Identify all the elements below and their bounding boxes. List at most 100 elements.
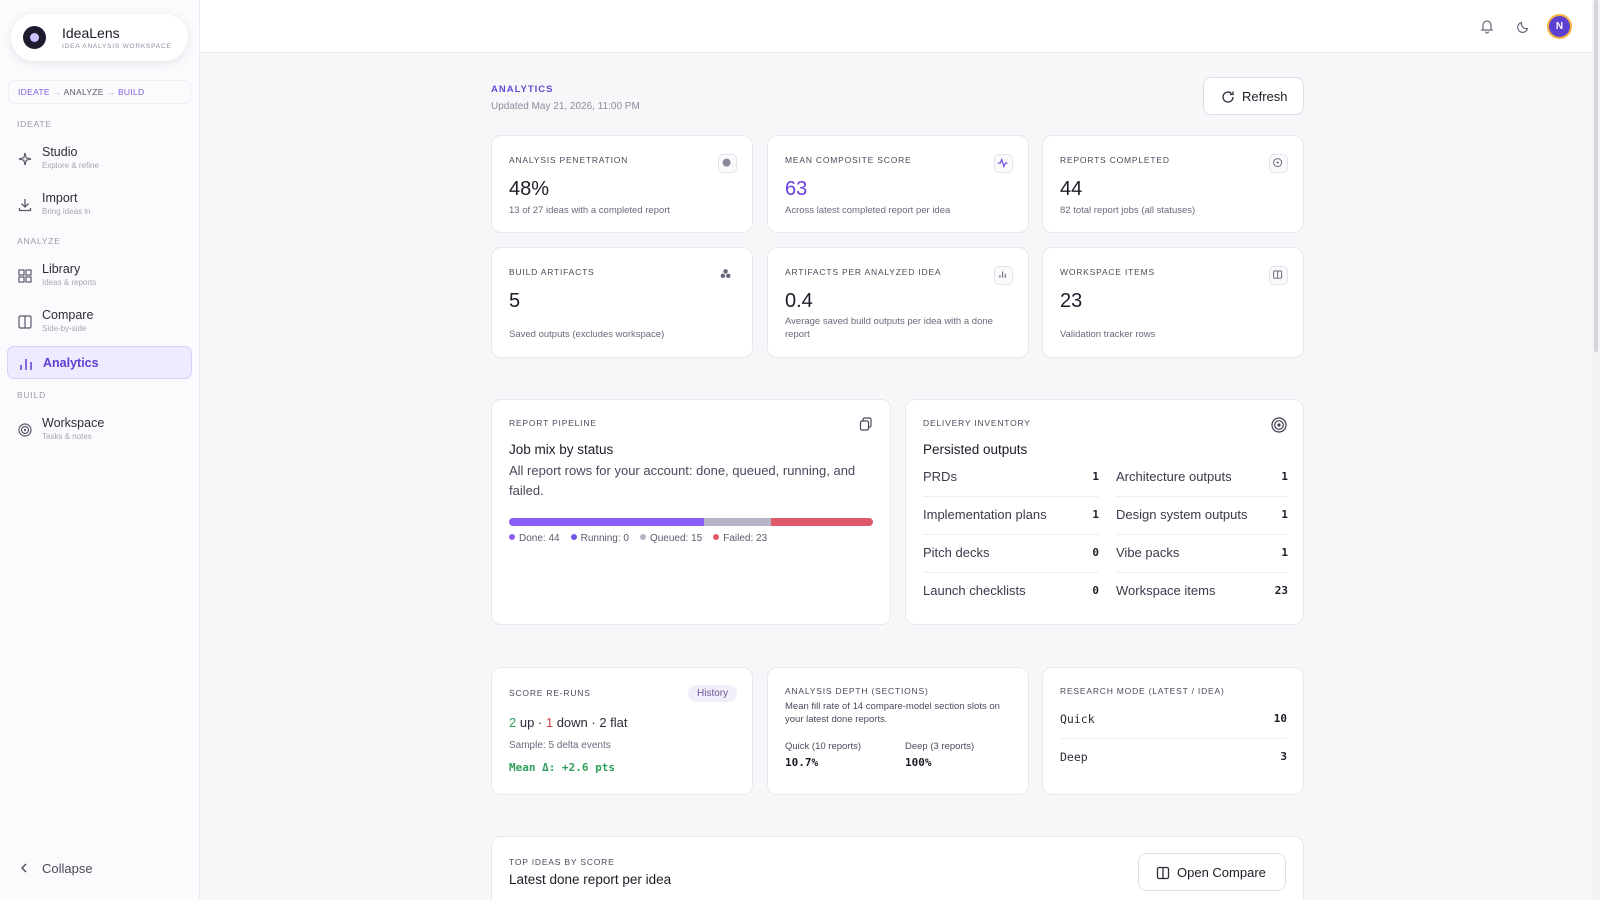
rerun-up-count: 2 [509,715,517,730]
rerun-down-count: 1 [545,715,554,730]
legend-item-done: Done: 44 [509,533,560,544]
rerun-flat: 2 flat [599,715,628,730]
card-label: RESEARCH MODE (LATEST / IDEA) [1060,686,1225,696]
open-compare-label: Open Compare [1177,865,1266,880]
sidebar-item-sub: Bring ideas in [42,207,91,216]
inventory-row: Vibe packs 1 [1116,536,1288,573]
page-label: ANALYTICS [491,84,554,95]
section-label-ideate: IDEATE [17,119,52,129]
workflow-breadcrumb: IDEATE → ANALYZE → BUILD [8,80,191,104]
sidebar-item-analytics[interactable]: Analytics [7,346,192,379]
inventory-name: Launch checklists [923,583,1026,598]
open-compare-button[interactable]: Open Compare [1138,853,1286,891]
metric-desc: Saved outputs (excludes workspace) [509,329,665,340]
inventory-name: Workspace items [1116,583,1216,598]
top-bar [200,0,1600,53]
research-mode-count: 3 [1280,750,1287,763]
rerun-sample: Sample: 5 delta events [509,740,611,751]
sidebar-item-library[interactable]: Library Ideas & reports [7,259,192,292]
inventory-row: Implementation plans 1 [923,498,1099,535]
brand[interactable]: IdeaLens IDEA ANALYSIS WORKSPACE [11,14,188,61]
inventory-count: 1 [1281,508,1288,521]
metric-title: REPORTS COMPLETED [1060,155,1170,165]
legend-dot [713,534,720,540]
inventory-count: 1 [1281,470,1288,483]
depth-deep-value: 100% [905,756,932,769]
grid-icon [18,269,32,283]
scrollbar-track[interactable] [1592,0,1600,900]
refresh-label: Refresh [1242,89,1288,104]
card-label: REPORT PIPELINE [509,418,597,428]
metric-value: 63 [785,178,808,200]
depth-quick-label: Quick (10 reports) [785,741,862,752]
legend-label: Running: 0 [580,533,629,544]
research-mode-card: RESEARCH MODE (LATEST / IDEA) Quick 10 D… [1042,667,1304,795]
metric-title: MEAN COMPOSITE SCORE [785,155,912,165]
depth-quick: Quick (10 reports) 10.7% [785,741,861,769]
depth-quick-value: 10.7% [785,756,819,769]
legend-dot [570,534,577,540]
metric-card-build-artifacts: BUILD ARTIFACTS 5 Saved outputs (exclude… [491,247,753,358]
refresh-button[interactable]: Refresh [1203,77,1304,115]
delivery-inventory-card: DELIVERY INVENTORY Persisted outputs PRD… [905,399,1304,625]
status-legend: Done: 44 Running: 0 Queued: 15 Failed: 23 [509,533,778,544]
columns-icon [18,315,32,329]
status-bar [509,518,873,526]
target-icon [18,423,32,437]
rerun-up-word: up · [516,715,546,730]
sidebar-item-label: Compare [42,308,94,322]
metric-desc: Average saved build outputs per idea wit… [785,316,993,340]
inventory-count: 0 [1092,584,1099,597]
card-title: Job mix by status [509,442,614,457]
legend-item-failed: Failed: 23 [713,533,767,544]
inventory-row: Workspace items 23 [1116,574,1288,611]
inventory-name: Design system outputs [1116,507,1248,522]
collapse-button[interactable]: Collapse [17,858,137,880]
metric-card-analysis-penetration: ANALYSIS PENETRATION 48% 13 of 27 ideas … [491,135,753,233]
inventory-name: Pitch decks [923,545,990,560]
card-label: TOP IDEAS BY SCORE [509,857,615,867]
metric-card-artifacts-per-idea: ARTIFACTS PER ANALYZED IDEA 0.4 Average … [767,247,1029,358]
metric-title: BUILD ARTIFACTS [509,267,595,277]
research-row-deep: Deep 3 [1060,740,1287,777]
inventory-row: Design system outputs 1 [1116,498,1288,535]
columns-icon [1269,266,1288,285]
copy-icon[interactable] [858,416,874,432]
inventory-row: Pitch decks 0 [923,536,1099,573]
inventory-count: 1 [1281,546,1288,559]
sidebar-item-workspace[interactable]: Workspace Tasks & notes [7,413,192,446]
inventory-row: PRDs 1 [923,460,1099,497]
sidebar: IdeaLens IDEA ANALYSIS WORKSPACE IDEATE … [0,0,200,900]
depth-deep-label: Deep (3 reports) [905,741,975,752]
sidebar-item-compare[interactable]: Compare Side-by-side [7,305,192,338]
flow-step-analyze: ANALYZE [63,87,104,97]
flow-step-build: BUILD [117,87,145,97]
scrollbar-thumb[interactable] [1594,0,1598,352]
refresh-icon [1222,91,1234,103]
brand-name: IdeaLens [62,25,120,41]
card-label: ANALYSIS DEPTH (SECTIONS) [785,686,929,696]
metric-card-workspace-items: WORKSPACE ITEMS 23 Validation tracker ro… [1042,247,1304,358]
sidebar-item-sub: Ideas & reports [42,278,97,287]
metric-value: 48% [509,178,550,200]
card-label: SCORE RE-RUNS [509,688,591,698]
flow-arrow: → [106,87,116,97]
avatar[interactable]: N [1547,14,1572,39]
rerun-summary: 2 up · 1 down · 2 flat [509,715,628,730]
metric-value: 44 [1060,178,1083,200]
card-text: All report rows for your account: done, … [509,463,856,498]
legend-item-queued: Queued: 15 [639,533,702,544]
flow-arrow: → [52,87,62,97]
inventory-name: Vibe packs [1116,545,1180,560]
status-segment-queued [704,518,771,526]
bell-icon[interactable] [1478,17,1496,35]
sidebar-item-studio[interactable]: Studio Explore & refine [7,142,192,175]
metric-title: ANALYSIS PENETRATION [509,155,629,165]
history-button[interactable]: History [688,685,738,702]
section-label-analyze: ANALYZE [17,236,61,246]
sidebar-item-import[interactable]: Import Bring ideas in [7,188,192,221]
moon-icon[interactable] [1515,17,1533,35]
sidebar-item-sub: Side-by-side [42,324,87,333]
brand-subtitle: IDEA ANALYSIS WORKSPACE [62,43,172,50]
legend-dot [639,534,646,540]
